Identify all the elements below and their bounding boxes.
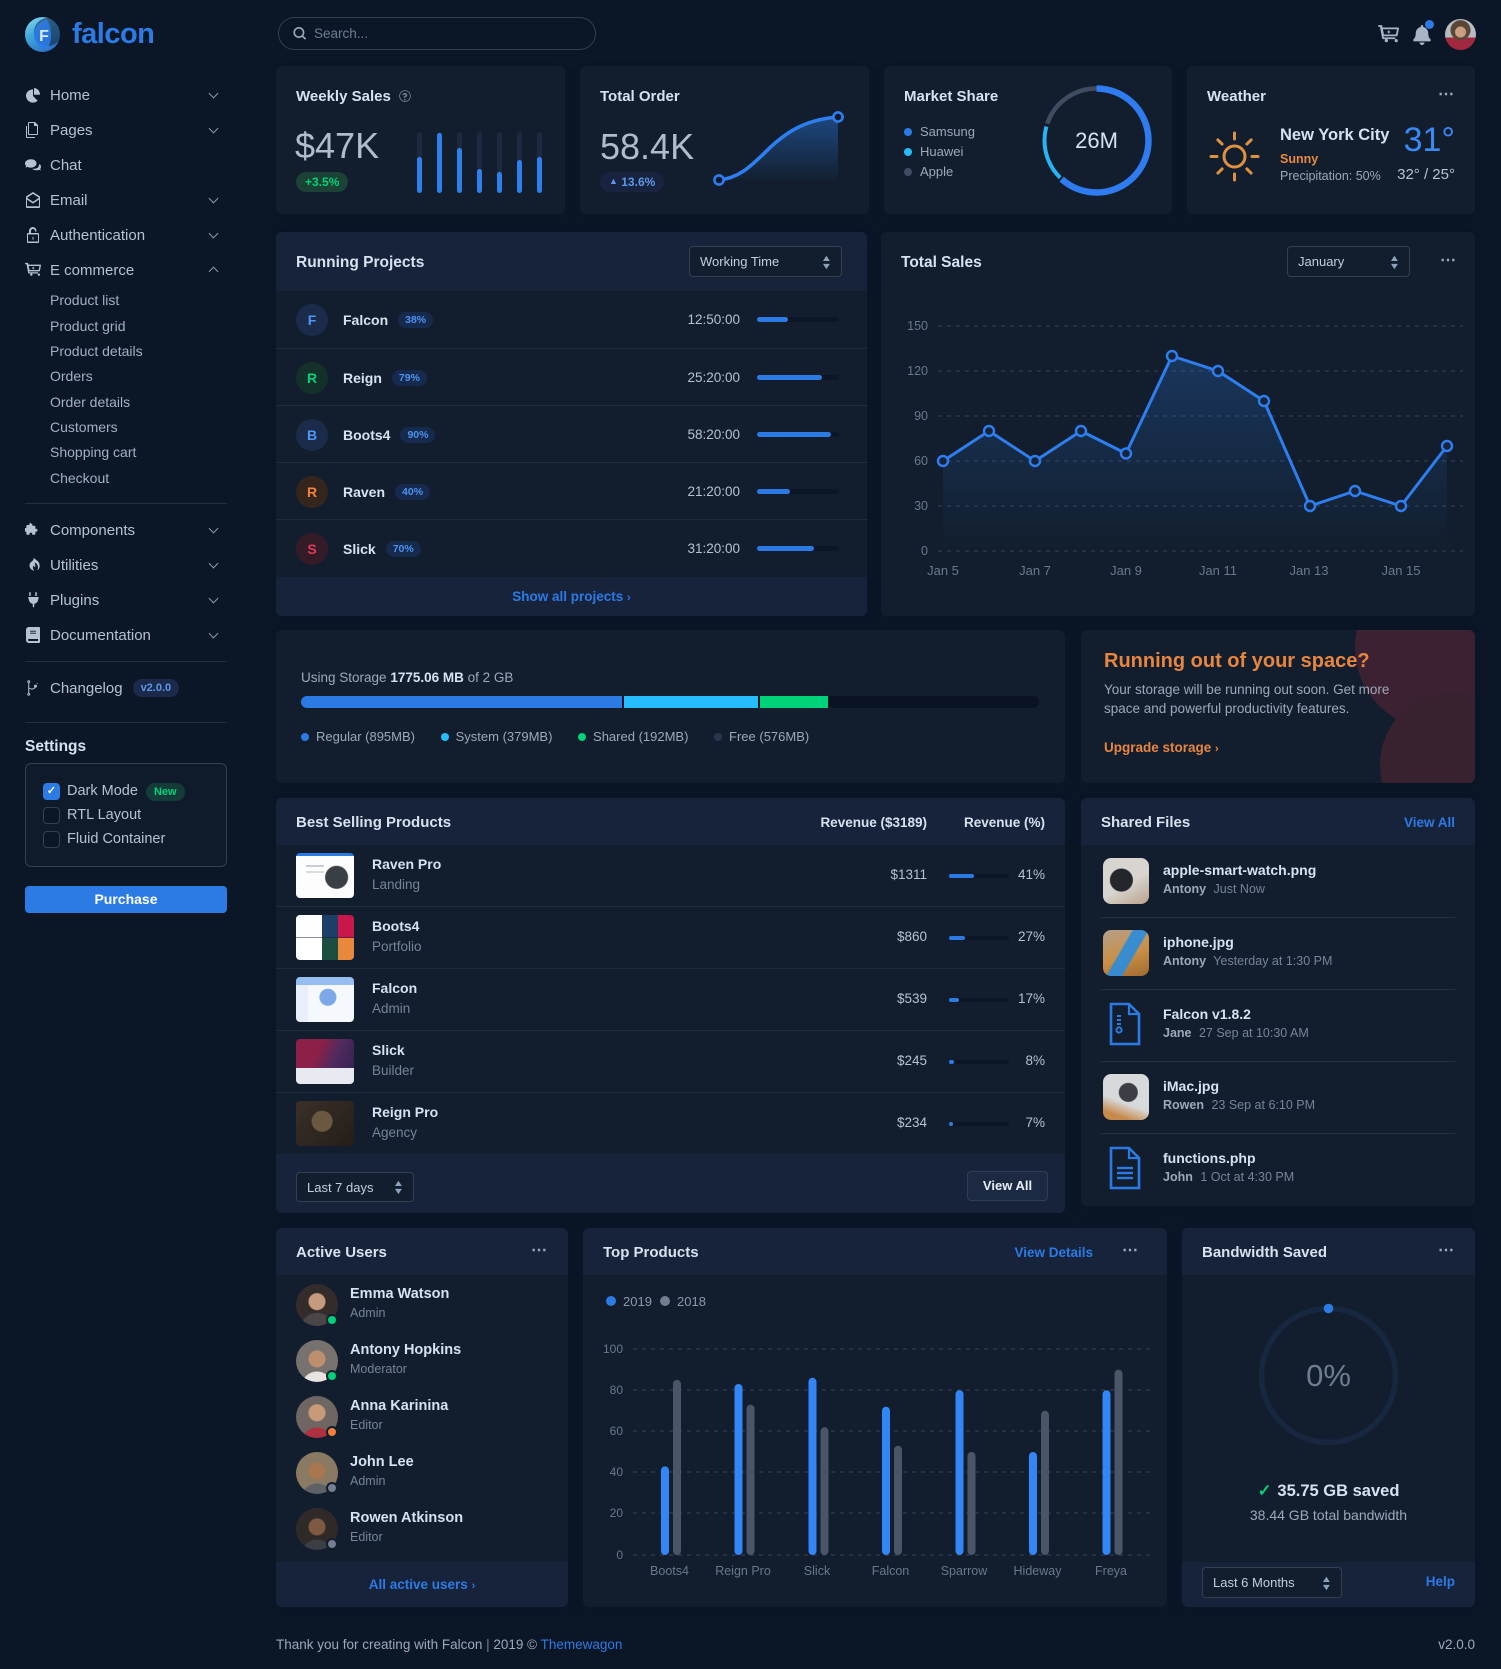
svg-text:0%: 0% [1306,1358,1351,1393]
svg-text:Jan 13: Jan 13 [1289,563,1328,578]
svg-text:Jan 15: Jan 15 [1381,563,1420,578]
svg-text:Sparrow: Sparrow [941,1564,989,1578]
svg-text:100: 100 [603,1342,623,1356]
svg-text:120: 120 [907,364,928,378]
svg-text:Freya: Freya [1095,1564,1127,1578]
svg-text:26M: 26M [1075,128,1118,153]
svg-text:80: 80 [610,1383,624,1397]
svg-text:60: 60 [610,1424,624,1438]
svg-text:Boots4: Boots4 [650,1564,689,1578]
svg-text:F: F [39,28,49,45]
svg-text:Hideway: Hideway [1014,1564,1063,1578]
svg-text:0: 0 [616,1548,623,1562]
svg-text:Jan 11: Jan 11 [1199,563,1237,578]
svg-text:2019: 2019 [623,1294,652,1309]
svg-text:90: 90 [914,409,928,423]
svg-text:20: 20 [610,1506,624,1520]
svg-text:0: 0 [921,544,928,558]
svg-text:Jan 7: Jan 7 [1019,563,1051,578]
svg-text:40: 40 [610,1465,624,1479]
svg-text:Reign Pro: Reign Pro [715,1564,771,1578]
svg-text:60: 60 [914,454,928,468]
svg-text:30: 30 [914,499,928,513]
svg-text:Slick: Slick [804,1564,831,1578]
svg-text:2018: 2018 [677,1294,706,1309]
svg-text:Jan 5: Jan 5 [927,563,959,578]
svg-text:Falcon: Falcon [872,1564,910,1578]
svg-text:Jan 9: Jan 9 [1110,563,1142,578]
svg-text:150: 150 [907,319,928,333]
